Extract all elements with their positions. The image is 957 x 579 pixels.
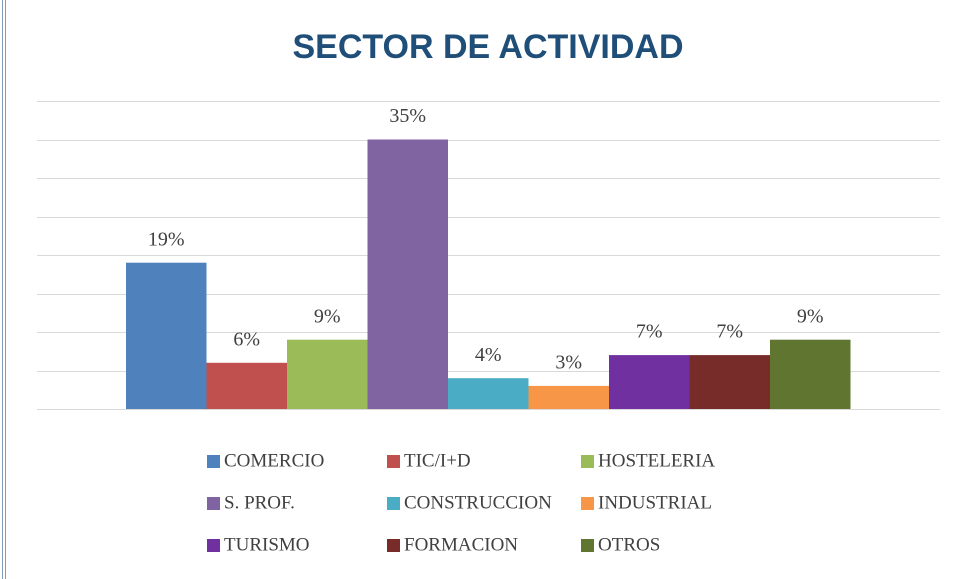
legend-swatch <box>581 497 594 510</box>
chart-title: SECTOR DE ACTIVIDAD <box>292 28 683 66</box>
bar <box>770 339 851 409</box>
legend-label: TURISMO <box>224 534 310 555</box>
data-label: 35% <box>389 105 426 127</box>
data-label: 4% <box>475 344 502 366</box>
data-label: 9% <box>797 305 824 327</box>
bar <box>528 385 609 409</box>
data-label: 19% <box>148 228 185 250</box>
bar <box>126 262 207 409</box>
legend-label: OTROS <box>598 534 660 555</box>
bar <box>689 355 770 409</box>
bar <box>287 339 368 409</box>
data-label: 6% <box>233 328 260 350</box>
legend-swatch <box>387 539 400 552</box>
legend-swatch <box>581 455 594 468</box>
legend-swatch <box>207 497 220 510</box>
legend-label: S. PROF. <box>224 492 295 513</box>
data-label: 3% <box>555 351 582 373</box>
legend-swatch <box>581 539 594 552</box>
legend-label: HOSTELERIA <box>598 450 715 471</box>
legend-label: CONSTRUCCION <box>404 492 552 513</box>
data-label: 7% <box>716 321 743 343</box>
legend-label: COMERCIO <box>224 450 324 471</box>
legend-swatch <box>387 455 400 468</box>
data-label: 7% <box>636 321 663 343</box>
bar <box>367 139 448 409</box>
legend-swatch <box>207 539 220 552</box>
legend-label: TIC/I+D <box>404 450 471 471</box>
bar <box>448 378 529 409</box>
legend-label: INDUSTRIAL <box>598 492 712 513</box>
data-label: 9% <box>314 305 341 327</box>
legend-swatch <box>207 455 220 468</box>
legend-swatch <box>387 497 400 510</box>
bar <box>609 355 690 409</box>
bar <box>206 362 287 409</box>
legend-label: FORMACION <box>404 534 518 555</box>
